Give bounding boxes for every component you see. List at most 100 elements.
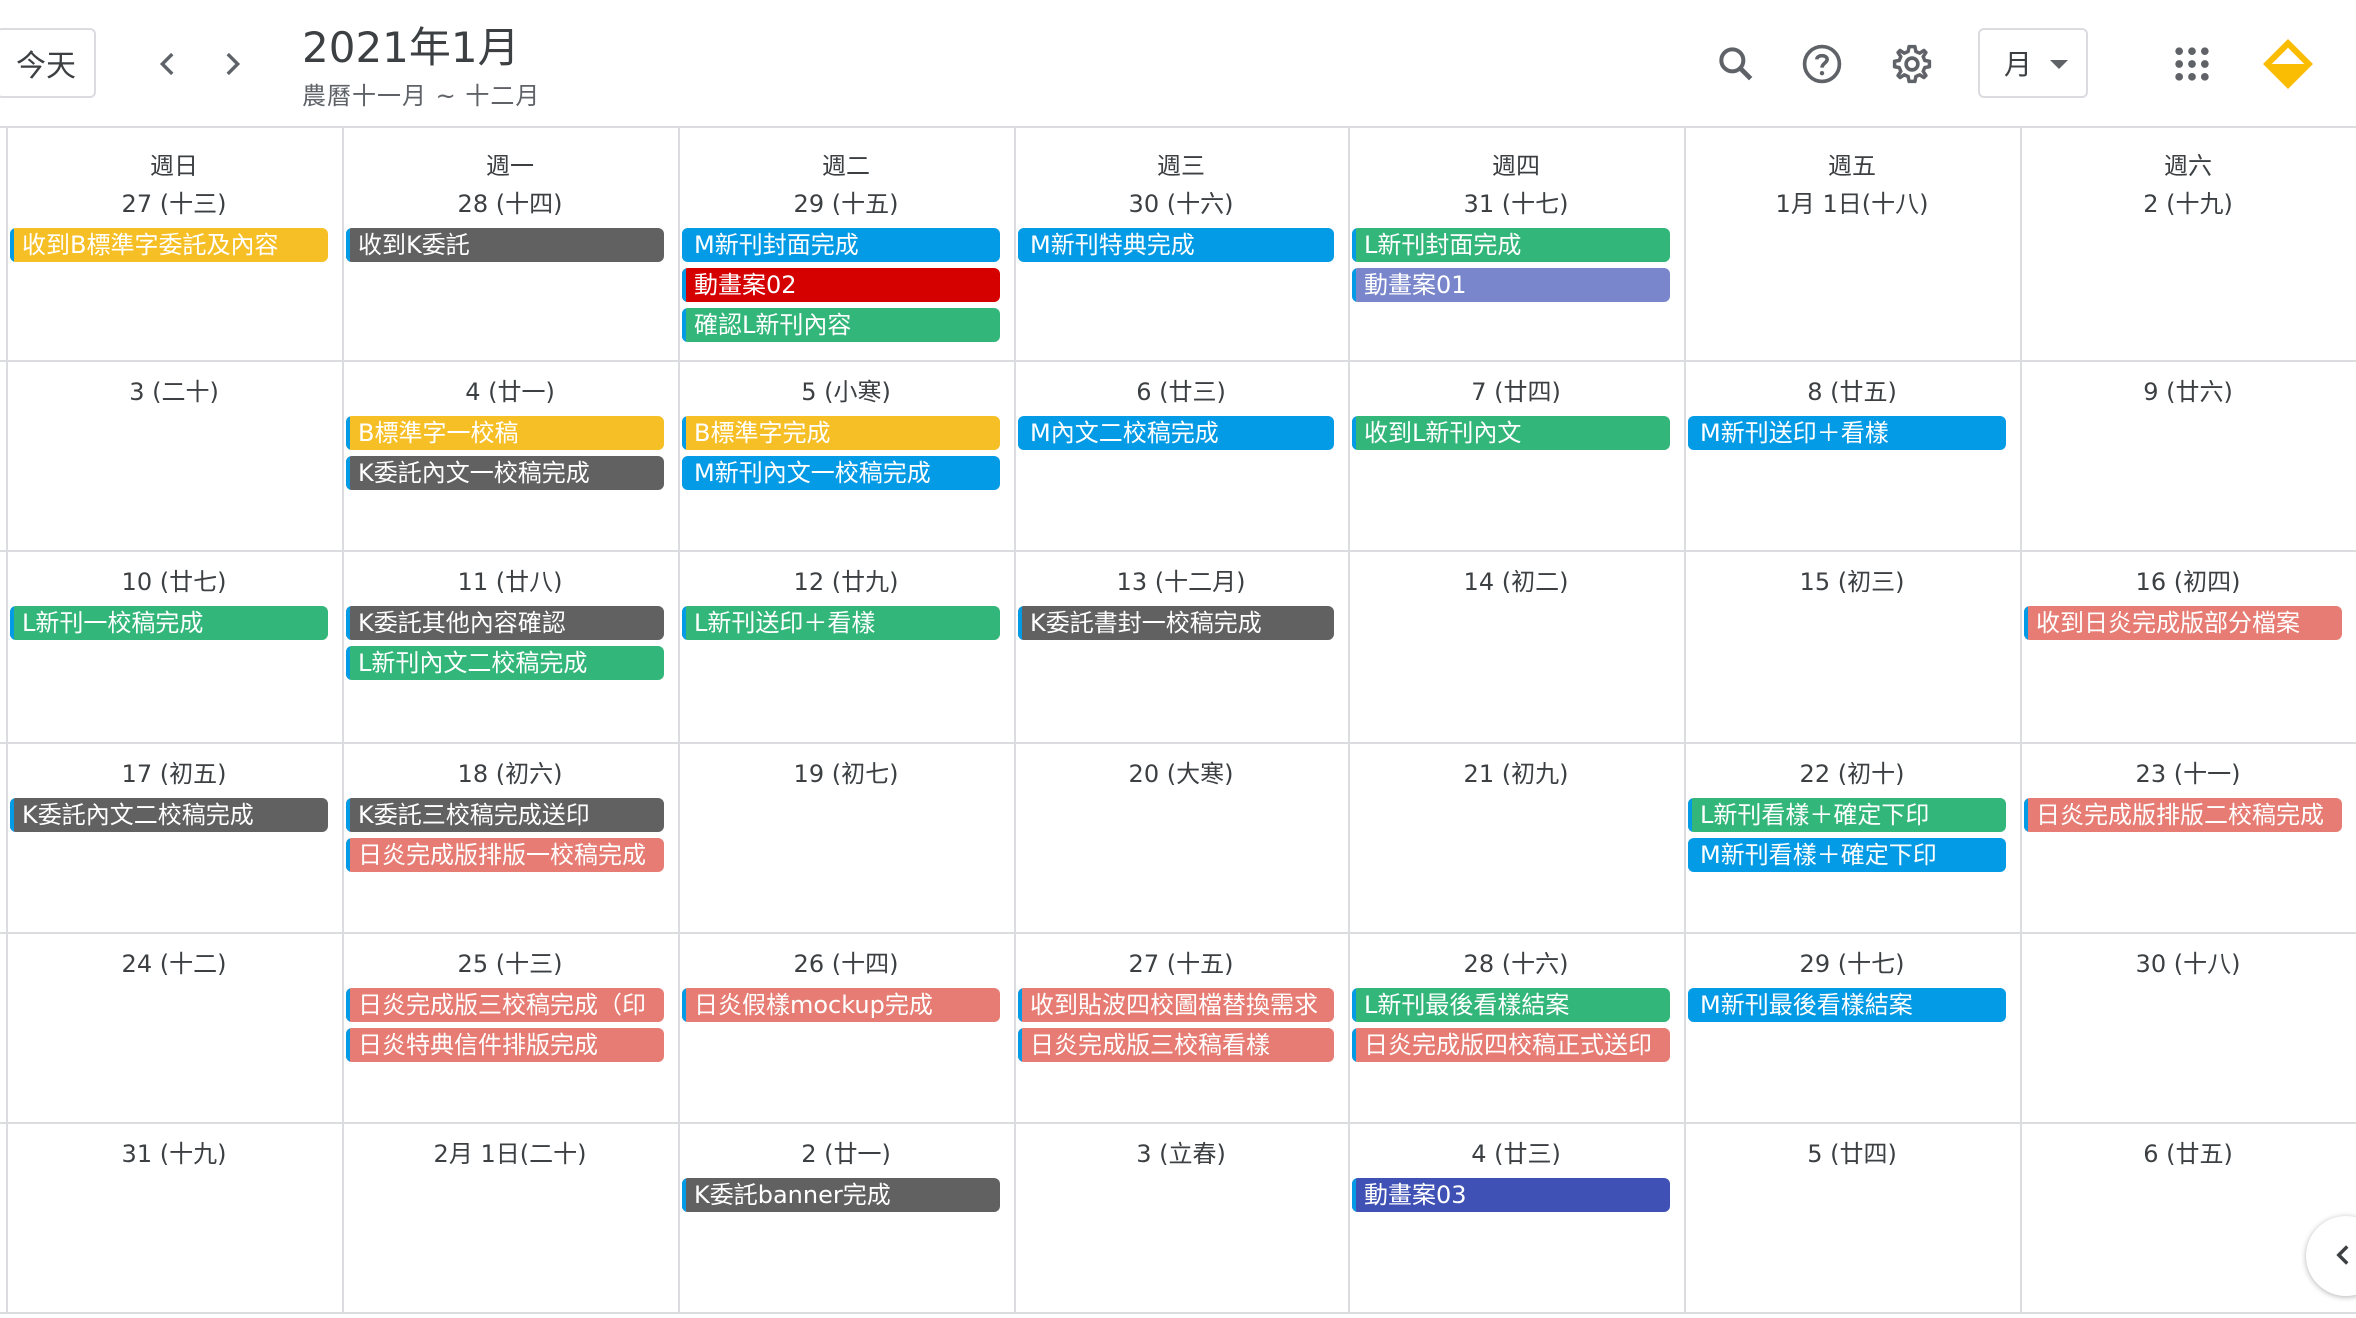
day-number[interactable]: 19 (初七)	[793, 760, 899, 788]
next-month-button[interactable]	[204, 36, 260, 92]
day-cell[interactable]: 6 (廿三) M內文二校稿完成	[1014, 360, 1348, 550]
day-number[interactable]: 3 (立春)	[1136, 1140, 1226, 1168]
day-cell[interactable]: 週五 1月 1日(十八)	[1684, 128, 2020, 360]
day-cell[interactable]: 6 (廿五)	[2020, 1122, 2356, 1312]
day-number[interactable]: 10 (廿七)	[121, 568, 227, 596]
day-number[interactable]: 21 (初九)	[1463, 760, 1569, 788]
day-number[interactable]: 2月 1日(二十)	[433, 1140, 587, 1168]
day-cell[interactable]: 2月 1日(二十)	[342, 1122, 678, 1312]
event-chip[interactable]: L新刊最後看樣結案	[1352, 988, 1670, 1022]
day-number[interactable]: 9 (廿六)	[2143, 378, 2233, 406]
event-chip[interactable]: 收到L新刊內文	[1352, 416, 1670, 450]
day-cell[interactable]: 13 (十二月) K委託書封一校稿完成	[1014, 550, 1348, 742]
day-cell[interactable]: 21 (初九)	[1348, 742, 1684, 932]
day-cell[interactable]: 14 (初二)	[1348, 550, 1684, 742]
day-cell[interactable]: 4 (廿一) B標準字一校稿 K委託內文一校稿完成	[342, 360, 678, 550]
day-number[interactable]: 8 (廿五)	[1807, 378, 1897, 406]
day-cell[interactable]: 10 (廿七) L新刊一校稿完成	[6, 550, 342, 742]
day-number[interactable]: 30 (十八)	[2135, 950, 2241, 978]
day-number[interactable]: 28 (十四)	[457, 190, 563, 218]
day-cell[interactable]: 5 (廿四)	[1684, 1122, 2020, 1312]
day-cell[interactable]: 週四 31 (十七) L新刊封面完成 動畫案01	[1348, 128, 1684, 360]
day-cell[interactable]: 20 (大寒)	[1014, 742, 1348, 932]
day-cell[interactable]: 7 (廿四) 收到L新刊內文	[1348, 360, 1684, 550]
event-chip[interactable]: 日炎假樣mockup完成	[682, 988, 1000, 1022]
event-chip[interactable]: M新刊內文一校稿完成	[682, 456, 1000, 490]
day-number[interactable]: 11 (廿八)	[457, 568, 563, 596]
day-cell[interactable]: 週二 29 (十五) M新刊封面完成 動畫案02 確認L新刊內容	[678, 128, 1014, 360]
day-cell[interactable]: 週一 28 (十四) 收到K委託	[342, 128, 678, 360]
day-cell[interactable]: 8 (廿五) M新刊送印＋看樣	[1684, 360, 2020, 550]
event-chip[interactable]: 日炎完成版四校稿正式送印	[1352, 1028, 1670, 1062]
event-chip[interactable]: L新刊內文二校稿完成	[346, 646, 664, 680]
day-number[interactable]: 12 (廿九)	[793, 568, 899, 596]
day-number[interactable]: 27 (十三)	[121, 190, 227, 218]
day-number[interactable]: 2 (十九)	[2143, 190, 2233, 218]
day-number[interactable]: 6 (廿三)	[1136, 378, 1226, 406]
day-cell[interactable]: 2 (廿一) K委託banner完成	[678, 1122, 1014, 1312]
day-cell[interactable]: 5 (小寒) B標準字完成 M新刊內文一校稿完成	[678, 360, 1014, 550]
day-cell[interactable]: 30 (十八)	[2020, 932, 2356, 1122]
day-number[interactable]: 28 (十六)	[1463, 950, 1569, 978]
day-number[interactable]: 17 (初五)	[121, 760, 227, 788]
day-number[interactable]: 4 (廿三)	[1471, 1140, 1561, 1168]
day-number[interactable]: 1月 1日(十八)	[1775, 190, 1929, 218]
day-cell[interactable]: 11 (廿八) K委託其他內容確認 L新刊內文二校稿完成	[342, 550, 678, 742]
day-number[interactable]: 16 (初四)	[2135, 568, 2241, 596]
search-button[interactable]	[1706, 34, 1766, 94]
day-number[interactable]: 3 (二十)	[129, 378, 219, 406]
day-cell[interactable]: 24 (十二)	[6, 932, 342, 1122]
event-chip[interactable]: 日炎完成版排版一校稿完成	[346, 838, 664, 872]
event-chip[interactable]: 動畫案03	[1352, 1178, 1670, 1212]
day-number[interactable]: 23 (十一)	[2135, 760, 2241, 788]
day-cell[interactable]: 9 (廿六)	[2020, 360, 2356, 550]
day-number[interactable]: 14 (初二)	[1463, 568, 1569, 596]
apps-button[interactable]	[2162, 34, 2222, 94]
event-chip[interactable]: 日炎完成版排版二校稿完成	[2024, 798, 2342, 832]
event-chip[interactable]: L新刊看樣＋確定下印	[1688, 798, 2006, 832]
day-number[interactable]: 7 (廿四)	[1471, 378, 1561, 406]
event-chip[interactable]: K委託三校稿完成送印	[346, 798, 664, 832]
day-cell[interactable]: 19 (初七)	[678, 742, 1014, 932]
day-cell[interactable]: 18 (初六) K委託三校稿完成送印 日炎完成版排版一校稿完成	[342, 742, 678, 932]
day-cell[interactable]: 15 (初三)	[1684, 550, 2020, 742]
event-chip[interactable]: K委託書封一校稿完成	[1018, 606, 1334, 640]
day-cell[interactable]: 週六 2 (十九)	[2020, 128, 2356, 360]
event-chip[interactable]: 日炎完成版三校稿完成（印	[346, 988, 664, 1022]
event-chip[interactable]: M新刊送印＋看樣	[1688, 416, 2006, 450]
day-number[interactable]: 27 (十五)	[1128, 950, 1234, 978]
day-cell[interactable]: 23 (十一) 日炎完成版排版二校稿完成	[2020, 742, 2356, 932]
day-cell[interactable]: 22 (初十) L新刊看樣＋確定下印 M新刊看樣＋確定下印	[1684, 742, 2020, 932]
event-chip[interactable]: M新刊看樣＋確定下印	[1688, 838, 2006, 872]
event-chip[interactable]: L新刊封面完成	[1352, 228, 1670, 262]
day-cell[interactable]: 31 (十九)	[6, 1122, 342, 1312]
day-cell[interactable]: 週日 27 (十三) 收到B標準字委託及內容	[6, 128, 342, 360]
day-number[interactable]: 30 (十六)	[1128, 190, 1234, 218]
event-chip[interactable]: 確認L新刊內容	[682, 308, 1000, 342]
event-chip[interactable]: M新刊封面完成	[682, 228, 1000, 262]
event-chip[interactable]: B標準字完成	[682, 416, 1000, 450]
day-number[interactable]: 18 (初六)	[457, 760, 563, 788]
day-number[interactable]: 22 (初十)	[1799, 760, 1905, 788]
today-button[interactable]: 今天	[0, 28, 96, 98]
day-cell[interactable]: 4 (廿三) 動畫案03	[1348, 1122, 1684, 1312]
day-cell[interactable]: 3 (二十)	[6, 360, 342, 550]
day-cell[interactable]: 3 (立春)	[1014, 1122, 1348, 1312]
event-chip[interactable]: 日炎完成版三校稿看樣	[1018, 1028, 1334, 1062]
event-chip[interactable]: M新刊最後看樣結案	[1688, 988, 2006, 1022]
day-number[interactable]: 25 (十三)	[457, 950, 563, 978]
day-cell[interactable]: 29 (十七) M新刊最後看樣結案	[1684, 932, 2020, 1122]
day-number[interactable]: 2 (廿一)	[801, 1140, 891, 1168]
day-cell[interactable]: 12 (廿九) L新刊送印＋看樣	[678, 550, 1014, 742]
day-cell[interactable]: 16 (初四) 收到日炎完成版部分檔案	[2020, 550, 2356, 742]
day-number[interactable]: 31 (十九)	[121, 1140, 227, 1168]
previous-month-button[interactable]	[140, 36, 196, 92]
event-chip[interactable]: 收到貼波四校圖檔替換需求	[1018, 988, 1334, 1022]
day-number[interactable]: 24 (十二)	[121, 950, 227, 978]
help-button[interactable]	[1792, 34, 1852, 94]
event-chip[interactable]: 日炎特典信件排版完成	[346, 1028, 664, 1062]
day-cell[interactable]: 26 (十四) 日炎假樣mockup完成	[678, 932, 1014, 1122]
settings-button[interactable]	[1882, 34, 1942, 94]
day-number[interactable]: 4 (廿一)	[465, 378, 555, 406]
event-chip[interactable]: K委託banner完成	[682, 1178, 1000, 1212]
